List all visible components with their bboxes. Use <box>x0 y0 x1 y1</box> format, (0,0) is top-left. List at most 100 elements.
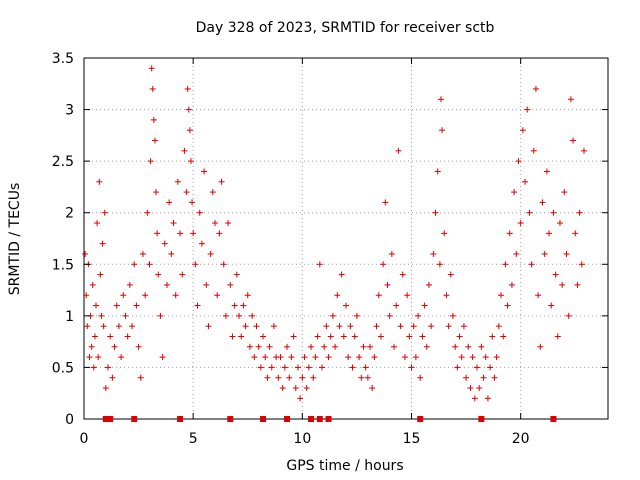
y-tick-label: 1 <box>65 309 74 325</box>
data-point <box>526 209 533 216</box>
data-point <box>567 96 574 103</box>
data-point <box>249 312 256 319</box>
data-point <box>347 323 354 330</box>
data-point <box>530 147 537 154</box>
data-point <box>97 271 104 278</box>
zero-marker <box>260 416 267 422</box>
data-point <box>203 281 210 288</box>
x-tick-label: 5 <box>189 431 198 447</box>
y-tick-label: 0 <box>65 412 74 428</box>
data-point <box>308 343 315 350</box>
data-point <box>449 312 456 319</box>
data-point <box>445 323 452 330</box>
data-point <box>546 230 553 237</box>
data-point <box>436 261 443 268</box>
data-point <box>148 65 155 72</box>
data-point <box>290 333 297 340</box>
data-point <box>91 333 98 340</box>
data-point <box>105 364 112 371</box>
data-point <box>238 333 245 340</box>
data-point <box>113 302 120 309</box>
y-tick-label: 3.5 <box>52 51 74 67</box>
data-point <box>439 127 446 134</box>
data-point <box>212 220 218 227</box>
data-point <box>244 292 251 299</box>
data-point <box>362 364 369 371</box>
data-point <box>550 209 557 216</box>
data-point <box>489 333 496 340</box>
data-point <box>349 364 356 371</box>
data-point <box>118 354 125 361</box>
data-point <box>222 312 229 319</box>
data-point <box>303 385 310 392</box>
data-point <box>377 333 384 340</box>
data-point <box>380 261 387 268</box>
data-point <box>371 354 378 361</box>
data-point <box>434 168 441 175</box>
data-point <box>157 312 164 319</box>
data-point <box>491 374 498 381</box>
data-point <box>556 220 563 227</box>
data-point <box>500 333 507 340</box>
data-point <box>406 333 413 340</box>
data-point <box>82 250 89 257</box>
zero-marker <box>227 416 234 422</box>
data-point <box>388 250 395 257</box>
data-point <box>437 96 444 103</box>
data-point <box>360 343 367 350</box>
x-tick-label: 15 <box>403 431 421 447</box>
data-point <box>207 250 214 257</box>
data-point <box>253 323 260 330</box>
zero-marker <box>107 416 114 422</box>
data-point <box>86 354 93 361</box>
data-point <box>474 364 480 371</box>
data-point <box>493 354 500 361</box>
zero-marker <box>308 416 315 422</box>
data-point <box>190 230 197 237</box>
data-point <box>574 281 581 288</box>
data-point <box>561 189 568 196</box>
data-point <box>107 333 114 340</box>
data-point <box>541 250 548 257</box>
data-point <box>447 271 454 278</box>
data-point <box>260 333 267 340</box>
data-point <box>373 323 380 330</box>
data-point <box>419 333 426 340</box>
data-point <box>323 323 330 330</box>
data-point <box>218 178 225 185</box>
data-point <box>279 385 286 392</box>
data-point <box>460 323 467 330</box>
data-point <box>142 292 149 299</box>
data-point <box>351 333 358 340</box>
data-point <box>412 354 419 361</box>
zero-marker <box>131 416 138 422</box>
data-point <box>382 199 389 206</box>
grid <box>84 58 608 419</box>
data-point <box>570 137 577 144</box>
data-point <box>423 343 430 350</box>
data-point <box>463 374 470 381</box>
data-point <box>209 189 216 196</box>
data-point <box>151 137 158 144</box>
data-point <box>559 281 566 288</box>
data-point <box>216 230 223 237</box>
data-point <box>122 312 129 319</box>
data-point <box>181 147 188 154</box>
zero-markers <box>102 416 557 422</box>
data-point <box>478 343 485 350</box>
zero-marker <box>550 416 557 422</box>
zero-marker <box>284 416 291 422</box>
zero-marker <box>417 416 424 422</box>
data-point <box>264 374 271 381</box>
data-point <box>101 209 108 216</box>
data-point <box>161 240 168 247</box>
zero-marker <box>316 416 323 422</box>
y-tick-label: 2.5 <box>52 154 74 170</box>
y-tick-label: 1.5 <box>52 257 74 273</box>
data-point <box>353 312 360 319</box>
data-point <box>147 158 154 165</box>
data-point <box>356 354 363 361</box>
data-point <box>88 343 95 350</box>
data-point <box>89 281 96 288</box>
data-point <box>325 354 332 361</box>
